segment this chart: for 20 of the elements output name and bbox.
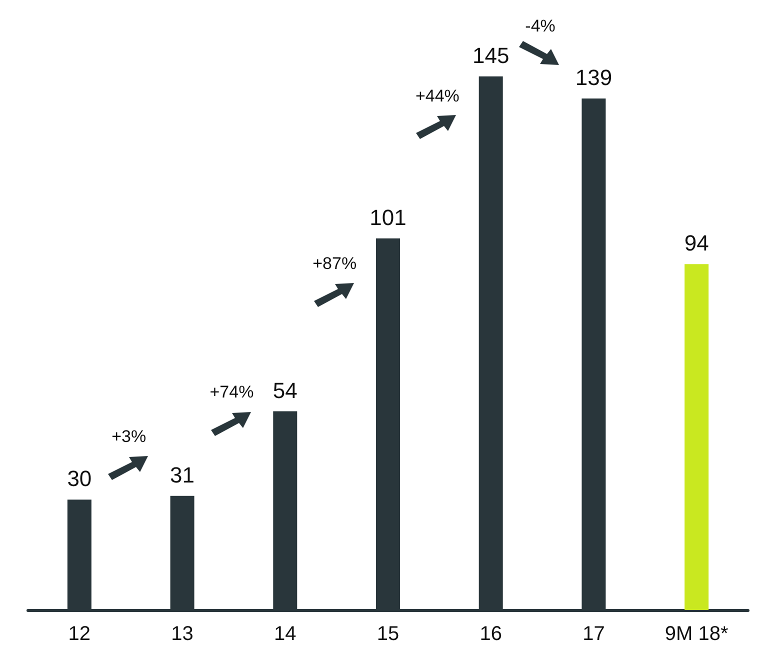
x-tick-label: 14 xyxy=(274,623,296,645)
text: -4% xyxy=(525,16,556,36)
x-tick-label: 13 xyxy=(171,623,194,645)
x-tick-label: 15 xyxy=(376,623,400,645)
data-label: 54 xyxy=(272,378,298,403)
annotation: +3% xyxy=(112,426,146,446)
x-tick-label: 9M 18* xyxy=(664,623,728,645)
annotation: +74% xyxy=(210,382,254,402)
x-tick-label: 16 xyxy=(480,623,502,645)
x-tick-label: 17 xyxy=(582,623,605,645)
data-label: 31 xyxy=(170,462,195,488)
annotation: +87% xyxy=(312,254,357,273)
data-label: 145 xyxy=(472,42,510,68)
annotation: +44% xyxy=(415,86,460,106)
bar xyxy=(684,264,709,610)
x-tick-label: 12 xyxy=(68,623,91,645)
data-label: 139 xyxy=(575,64,612,90)
data-label: 30 xyxy=(67,466,92,492)
data-label: 94 xyxy=(684,230,709,256)
data-label: 101 xyxy=(370,204,406,230)
